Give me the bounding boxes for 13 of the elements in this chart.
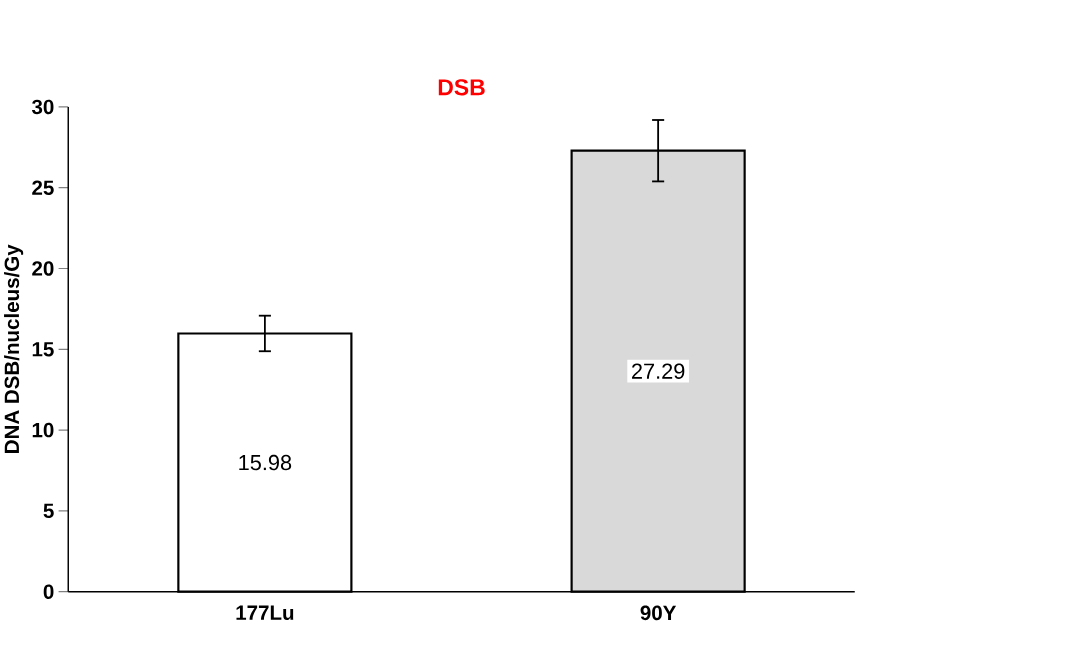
y-tick-label: 0	[43, 584, 54, 599]
y-tick-label: 30	[31, 99, 54, 115]
data-label: 15.98	[239, 454, 292, 471]
data-label: 27.29	[632, 363, 685, 379]
y-tick-label: 10	[32, 422, 54, 438]
x-tick-label: 90Y	[640, 605, 677, 621]
y-axis-title: DNA DSB/nucleus/Gy	[4, 244, 24, 453]
y-tick-label: 25	[32, 180, 54, 195]
y-tick-label: 15	[32, 342, 54, 357]
chart-title: DSB	[438, 79, 485, 96]
y-tick-label: 5	[43, 503, 54, 519]
y-tick-label: 20	[32, 261, 54, 276]
x-tick-label: 177Lu	[236, 605, 294, 620]
